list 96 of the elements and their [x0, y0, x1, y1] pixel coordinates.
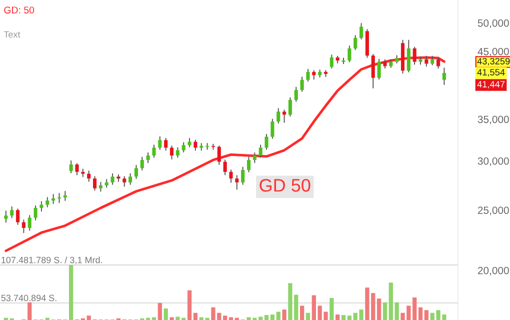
bar — [222, 316, 228, 320]
candlestick — [229, 170, 233, 183]
bar — [158, 302, 162, 320]
y-tick-label: 45,000 — [478, 48, 509, 56]
bar — [170, 317, 174, 320]
bar — [418, 307, 423, 320]
candlestick — [270, 118, 274, 139]
text: 43,3259 — [477, 58, 510, 66]
candlestick — [69, 160, 73, 174]
bar — [330, 298, 334, 320]
candlestick — [92, 176, 97, 191]
candlestick — [28, 215, 32, 231]
candlestick — [348, 46, 352, 62]
candlestick — [152, 144, 156, 158]
candlestick — [211, 144, 215, 150]
candlestick — [46, 196, 50, 208]
candlestick — [246, 156, 251, 172]
y-tick-label: 30,000 — [478, 157, 509, 166]
y-tick-label: 50,000 — [478, 19, 509, 28]
candlestick — [128, 173, 132, 185]
candlestick — [264, 134, 268, 150]
candlestick — [170, 145, 174, 160]
candlestick — [75, 163, 79, 176]
candlestick — [40, 201, 44, 212]
text: 41,554 — [477, 69, 505, 77]
ref-line-label: 53.740.894 S. — [1, 294, 56, 302]
candlestick — [424, 56, 428, 67]
text: 41,447 — [477, 81, 505, 89]
candlestick — [282, 110, 286, 123]
candlestick — [146, 152, 150, 164]
candlestick — [158, 136, 162, 150]
bar — [187, 290, 192, 320]
candlestick — [235, 175, 239, 190]
candlestick — [52, 194, 56, 204]
candlestick — [276, 108, 280, 124]
candlestick — [258, 144, 262, 158]
bar — [412, 297, 417, 320]
candlestick — [217, 145, 221, 165]
candlestick — [10, 206, 14, 218]
bar — [276, 312, 280, 320]
candlestick — [406, 40, 410, 72]
candlestick — [176, 147, 180, 158]
bar — [424, 310, 428, 320]
candlestick — [223, 159, 227, 176]
candlestick — [110, 173, 114, 185]
candlestick — [4, 210, 8, 223]
candlestick — [252, 152, 256, 164]
candlestick — [134, 164, 138, 180]
candlestick — [294, 86, 298, 102]
bar — [258, 316, 263, 320]
candlestick — [22, 220, 26, 234]
bar — [376, 298, 382, 320]
y-tick-label: 35,000 — [478, 116, 509, 124]
bar — [264, 315, 269, 320]
candlestick — [354, 35, 358, 50]
bar — [336, 314, 340, 320]
bar — [69, 265, 74, 320]
candlestick — [81, 168, 85, 178]
bar — [341, 315, 346, 320]
candlestick — [371, 54, 375, 88]
candlestick — [87, 170, 91, 182]
candlestick — [377, 58, 381, 80]
candlestick — [342, 58, 346, 64]
bar — [382, 302, 388, 320]
bar — [164, 308, 168, 320]
bar — [193, 312, 198, 320]
y-tick-label: 25,000 — [478, 206, 509, 216]
candlestick — [182, 142, 186, 152]
candlestick — [194, 140, 198, 151]
candlestick — [412, 46, 416, 65]
candlestick — [164, 138, 168, 151]
candlestick — [63, 190, 67, 202]
bar — [300, 306, 304, 320]
candlestick — [330, 54, 334, 69]
candlestick — [442, 68, 446, 86]
candlestick — [300, 76, 304, 92]
candlestick — [57, 192, 62, 204]
bar — [306, 312, 310, 320]
text: GD: 50 — [4, 6, 34, 14]
y-tick-label: 20,000 — [478, 266, 509, 276]
candlestick — [360, 22, 364, 40]
candlestick — [206, 142, 210, 150]
candlestick — [122, 176, 126, 187]
annotation: Text — [4, 31, 20, 38]
candlestick — [241, 166, 245, 185]
bar — [347, 316, 352, 320]
candlestick — [288, 97, 292, 117]
candlestick — [436, 56, 440, 69]
candlestick — [16, 208, 20, 225]
candlestick — [140, 156, 144, 170]
ref-line-label: 107.481.789 S. / 3,1 Mrd. — [2, 256, 102, 264]
bar — [282, 310, 286, 320]
bar — [270, 314, 275, 320]
annotation: GD 50 — [260, 178, 310, 192]
candlestick — [34, 205, 38, 220]
candlestick — [306, 68, 310, 82]
